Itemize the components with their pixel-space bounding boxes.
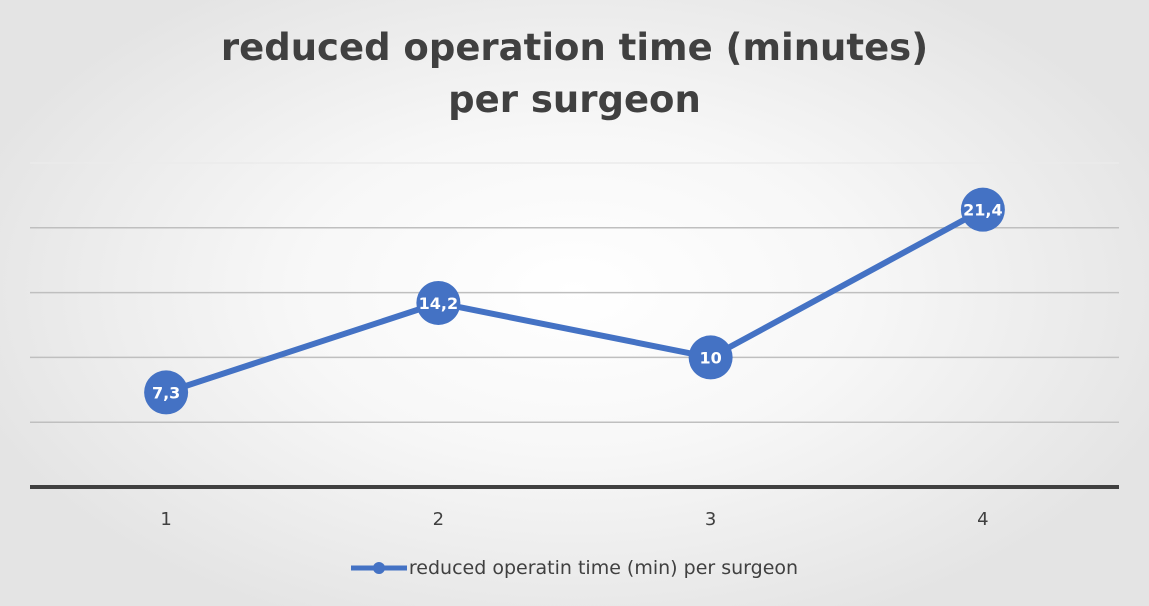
- data-point-marker: [416, 280, 461, 325]
- data-point-marker: [144, 370, 189, 415]
- x-tick-label: 3: [705, 509, 716, 530]
- data-point-marker: [960, 187, 1005, 232]
- data-labels: 7,3 14,2 10 21,4: [152, 201, 1003, 403]
- x-axis: 1 2 3 4: [30, 485, 1119, 530]
- series-line: [163, 206, 986, 396]
- x-tick-label: 2: [433, 509, 444, 530]
- chart-title-line-2: per surgeon: [448, 78, 701, 121]
- data-point-marker: [688, 335, 733, 380]
- data-label: 14,2: [419, 294, 458, 313]
- data-label: 21,4: [963, 201, 1002, 220]
- data-label: 7,3: [152, 383, 180, 402]
- series-layer: [144, 187, 1005, 415]
- legend-label: reduced operatin time (min) per surgeon: [408, 557, 799, 579]
- legend: reduced operatin time (min) per surgeon: [0, 554, 1149, 582]
- legend-line-marker-icon: [350, 562, 407, 574]
- data-label: 10: [699, 348, 721, 367]
- x-tick-label: 1: [160, 509, 171, 530]
- chart-title-line-1: reduced operation time (minutes): [220, 26, 929, 69]
- x-tick-label: 4: [977, 509, 988, 530]
- chart-title: reduced operation time (minutes) per sur…: [0, 22, 1149, 126]
- gridlines: [30, 162, 1119, 423]
